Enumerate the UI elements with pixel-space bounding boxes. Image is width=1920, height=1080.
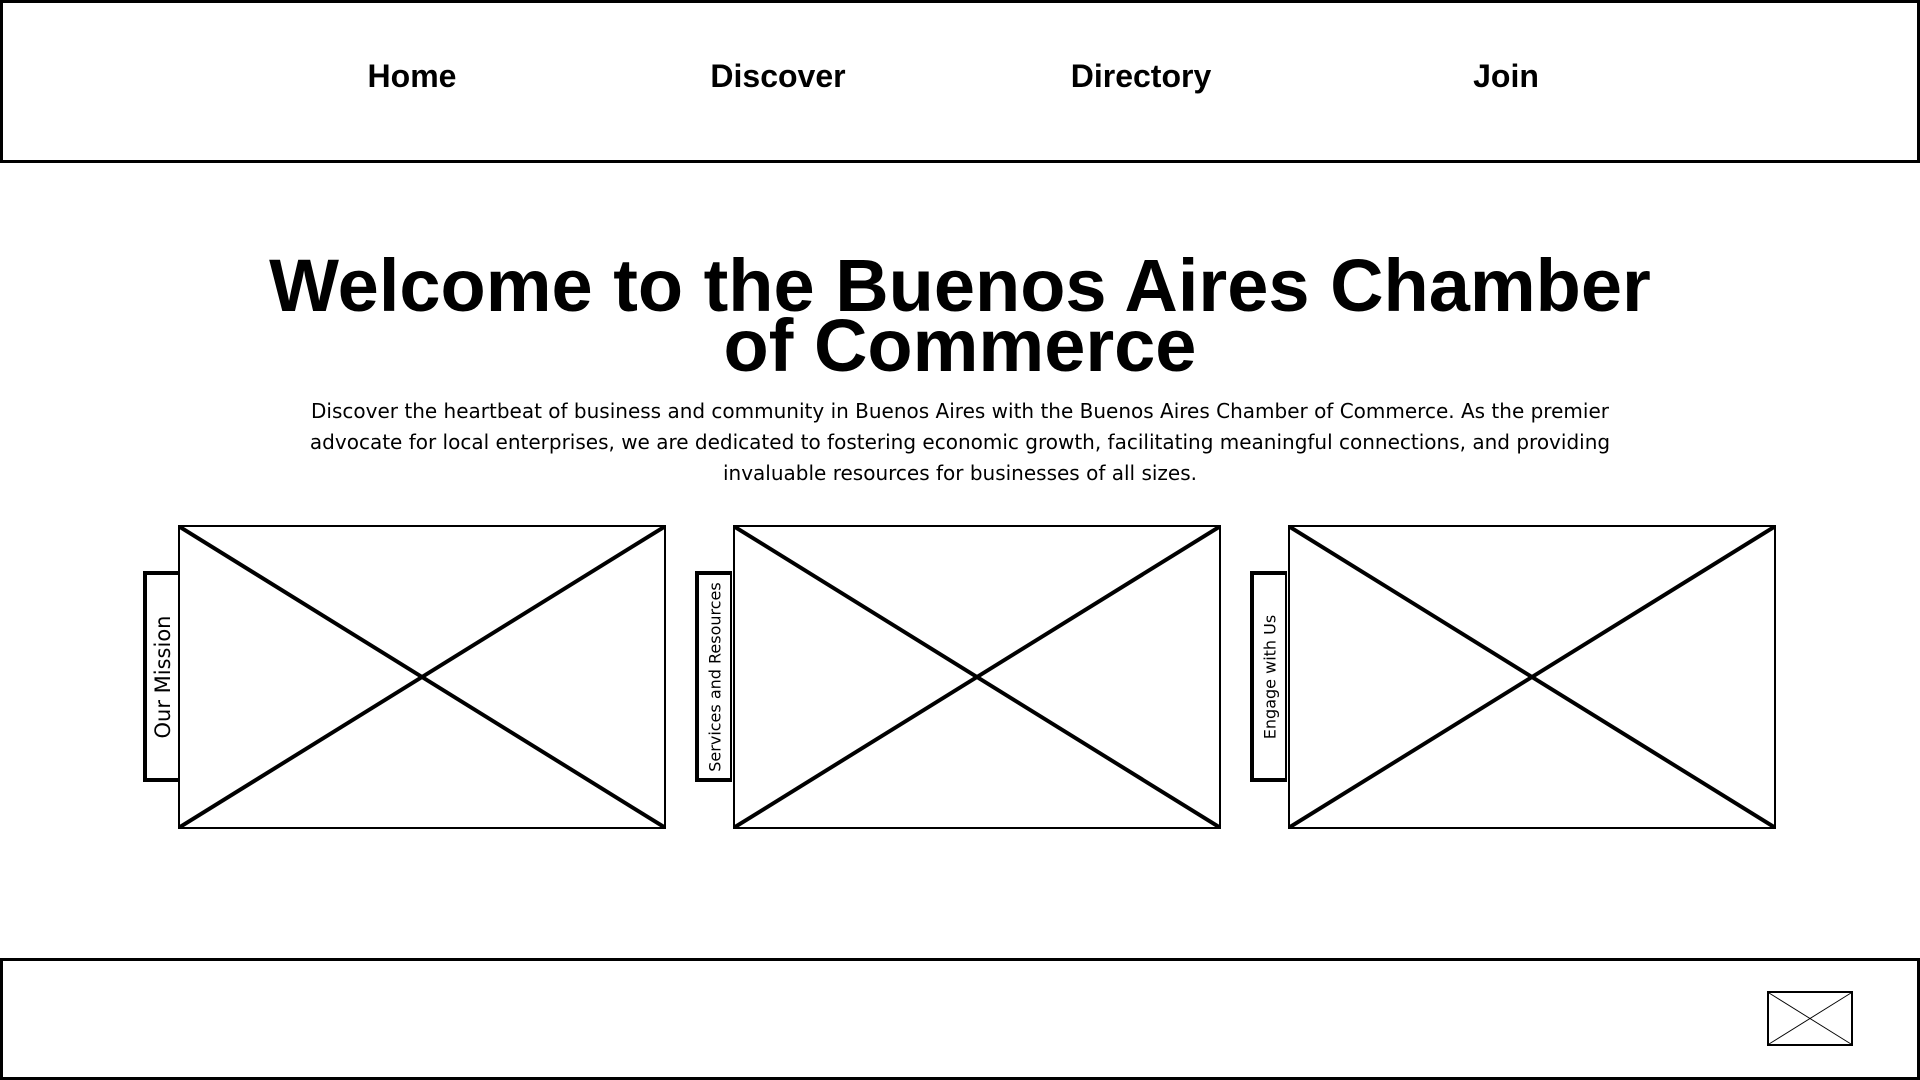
- top-nav-bar: [0, 0, 1920, 163]
- image-placeholder-icon: [180, 527, 664, 827]
- nav-item-discover[interactable]: Discover: [710, 58, 846, 94]
- card-tab-label: Our Mission: [150, 615, 175, 738]
- image-placeholder-icon: [1290, 527, 1774, 827]
- footer-bar: [0, 958, 1920, 1080]
- card-tab-services-and-resources[interactable]: Services and Resources: [695, 571, 732, 782]
- nav-item-join[interactable]: Join: [1473, 58, 1539, 94]
- footer-logo[interactable]: [1767, 991, 1853, 1046]
- card-image-engage-with-us: [1288, 525, 1776, 829]
- hero-description: Discover the heartbeat of business and c…: [309, 399, 1611, 485]
- nav-item-directory[interactable]: Directory: [1070, 58, 1212, 94]
- card-tab-label: Services and Resources: [705, 581, 724, 772]
- card-tab-engage-with-us[interactable]: Engage with Us: [1250, 571, 1287, 782]
- card-tab-label: Engage with Us: [1260, 614, 1279, 739]
- image-placeholder-icon: [735, 527, 1219, 827]
- page-title: Welcome to the Buenos Aires Chamber of C…: [269, 244, 1651, 387]
- card-image-services-and-resources: [733, 525, 1221, 829]
- image-placeholder-icon: [1769, 993, 1851, 1044]
- card-tab-our-mission[interactable]: Our Mission: [143, 571, 180, 782]
- nav-item-home[interactable]: Home: [367, 58, 457, 94]
- card-image-our-mission: [178, 525, 666, 829]
